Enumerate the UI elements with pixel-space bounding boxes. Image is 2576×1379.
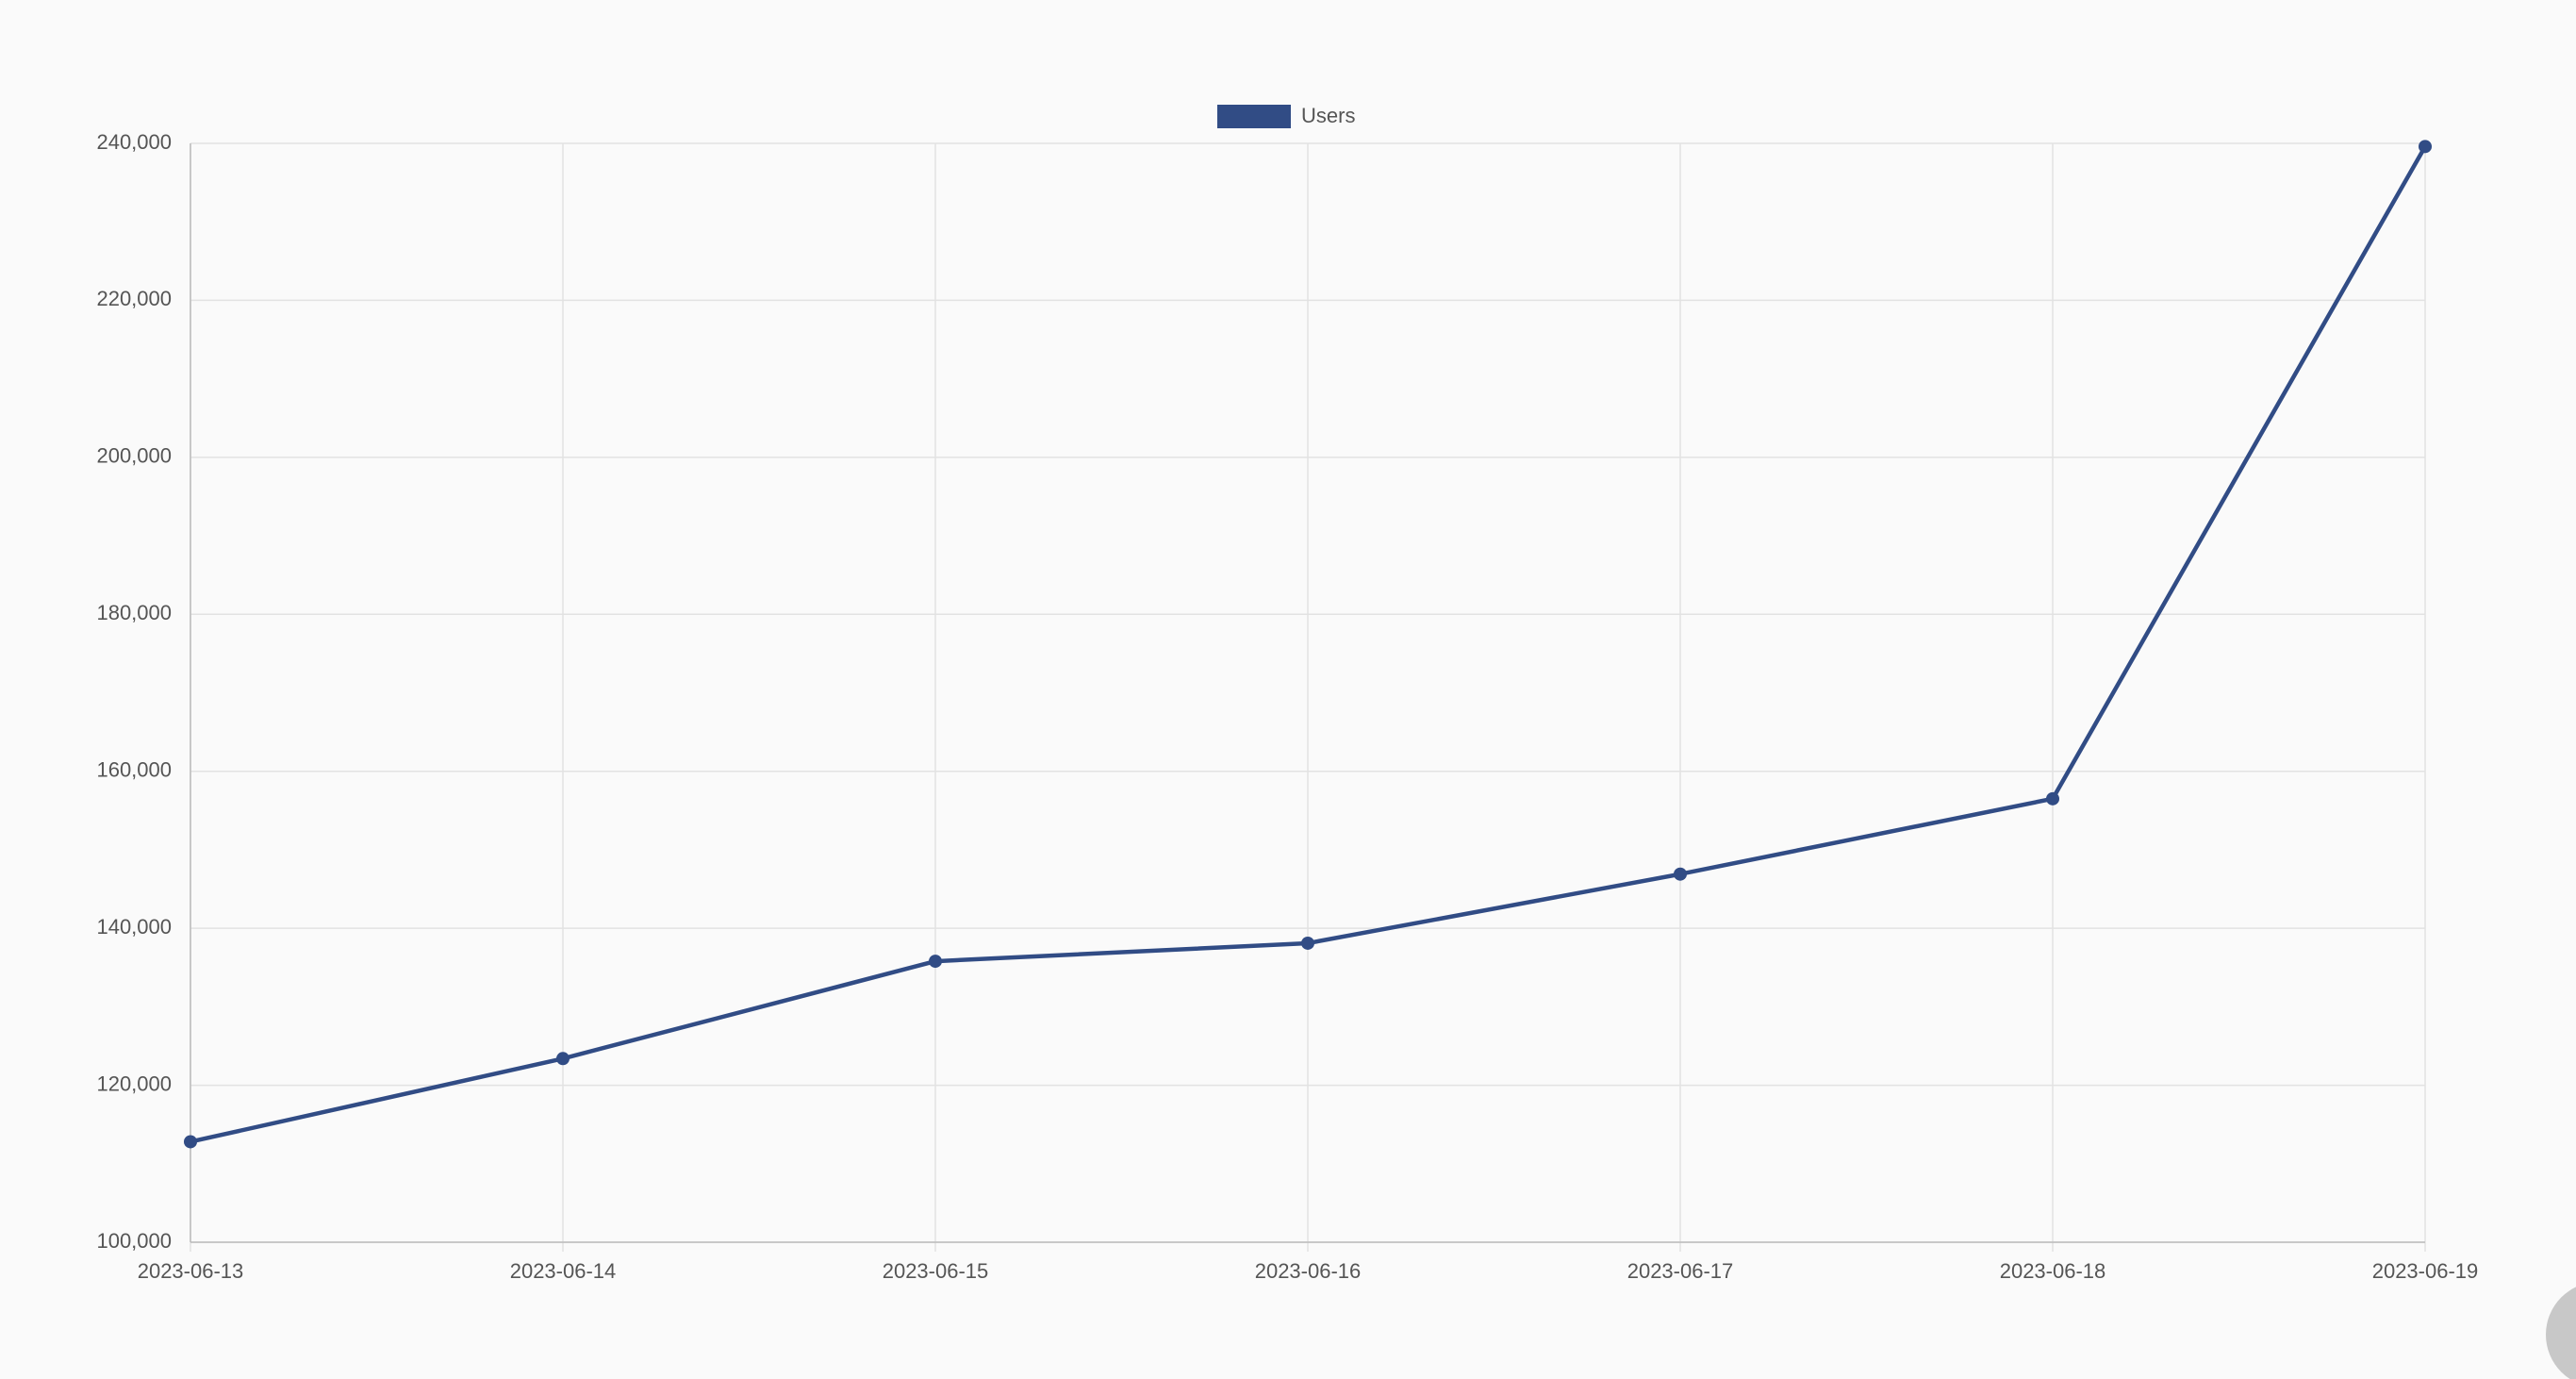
corner-button[interactable]: [2546, 1282, 2576, 1379]
y-tick-label: 120,000: [96, 1072, 172, 1095]
point: [556, 1052, 570, 1066]
y-tick-label: 180,000: [96, 601, 172, 624]
legend-swatch: [1217, 105, 1291, 128]
y-tick-label: 140,000: [96, 915, 172, 939]
x-tick-label: 2023-06-13: [138, 1259, 244, 1283]
point: [929, 955, 942, 969]
point: [2046, 791, 2059, 806]
x-tick-label: 2023-06-16: [1255, 1259, 1362, 1283]
y-tick-label: 100,000: [96, 1229, 172, 1253]
y-tick-label: 220,000: [96, 287, 172, 310]
y-tick-label: 200,000: [96, 444, 172, 468]
y-tick-label: 160,000: [96, 758, 172, 782]
y-tick-label: 240,000: [96, 130, 172, 154]
x-tick-label: 2023-06-17: [1627, 1259, 1734, 1283]
x-tick-label: 2023-06-14: [510, 1259, 617, 1283]
x-tick-label: 2023-06-15: [883, 1259, 989, 1283]
point: [184, 1135, 197, 1149]
point: [1301, 936, 1314, 950]
x-tick-label: 2023-06-18: [2000, 1259, 2106, 1283]
legend-label: Users: [1301, 104, 1355, 127]
x-tick-label: 2023-06-19: [2372, 1259, 2479, 1283]
point: [2419, 140, 2432, 154]
point: [1674, 867, 1687, 881]
